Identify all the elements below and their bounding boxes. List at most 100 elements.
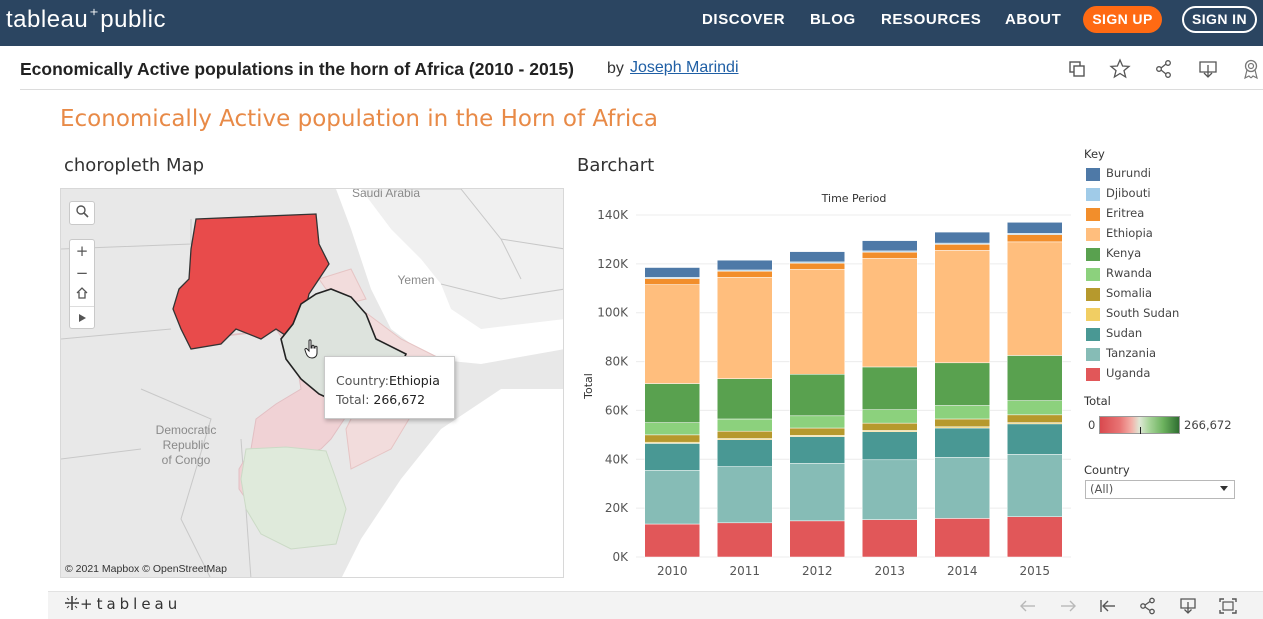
map-search-control[interactable] [69,201,95,225]
bar-segment-ethiopia-2014[interactable] [934,250,990,364]
stacked-bar-chart[interactable]: 0K 20K 40K 60K 80K 100K 120K 140K Time Period Tot… [566,185,1081,585]
bar-segment-ethiopia-2012[interactable] [789,268,845,375]
nav-blog[interactable]: BLOG [810,11,856,28]
bar-segment-eritrea-2015[interactable] [1007,234,1063,243]
bar-segment-somalia-2011[interactable] [717,430,773,439]
bar-segment-rwanda-2013[interactable] [862,409,918,424]
legend-swatch [1086,328,1100,341]
search-icon[interactable] [70,202,94,224]
bar-segment-somalia-2014[interactable] [934,418,990,428]
bar-segment-somalia-2013[interactable] [862,422,918,431]
bar-segment-burundi-2012[interactable] [789,251,845,263]
bar-segment-burundi-2013[interactable] [862,240,918,252]
award-icon[interactable] [1240,58,1262,80]
revert-icon[interactable] [1098,596,1118,616]
bar-segment-kenya-2010[interactable] [644,383,700,423]
bar-segment-sudan-2012[interactable] [789,436,845,464]
bar-segment-rwanda-2012[interactable] [789,415,845,429]
undo-arrow-icon[interactable] [1018,596,1038,616]
redo-arrow-icon[interactable] [1058,596,1078,616]
bar-segment-tanzania-2013[interactable] [862,459,918,520]
legend-label: Sudan [1106,326,1143,340]
y-axis-label: Total [582,373,595,400]
play-icon[interactable] [70,306,94,328]
fullscreen-icon[interactable] [1218,596,1238,616]
bar-segment-sudan-2010[interactable] [644,443,700,471]
favorite-star-icon[interactable] [1109,58,1131,80]
bar-segment-somalia-2012[interactable] [789,427,845,436]
share-icon[interactable] [1153,58,1175,80]
bar-segment-tanzania-2015[interactable] [1007,454,1063,517]
bar-segment-tanzania-2011[interactable] [717,466,773,524]
sign-up-button[interactable]: SIGN UP [1083,6,1162,33]
tableau-public-logo[interactable]: tableau⁺public [6,5,166,34]
x-tick-label: 2015 [1019,564,1050,578]
bar-segment-ethiopia-2013[interactable] [862,257,918,368]
bar-segment-burundi-2010[interactable] [644,267,700,278]
drc-label: Democratic Republic of Congo [155,423,217,467]
bar-segment-ethiopia-2015[interactable] [1007,241,1063,356]
bar-segment-ethiopia-2010[interactable] [644,284,700,384]
bar-segment-sudan-2011[interactable] [717,439,773,467]
bar-segment-sudan-2014[interactable] [934,427,990,458]
bar-segment-uganda-2011[interactable] [717,522,773,558]
bar-segment-sudan-2015[interactable] [1007,423,1063,455]
bar-segment-uganda-2015[interactable] [1007,516,1063,558]
nav-about[interactable]: ABOUT [1005,11,1062,28]
bar-segment-burundi-2011[interactable] [717,259,773,271]
bar-segment-eritrea-2011[interactable] [717,270,773,278]
bar-segment-kenya-2013[interactable] [862,366,918,410]
bar-segment-somalia-2010[interactable] [644,434,700,443]
bar-segment-kenya-2011[interactable] [717,378,773,420]
legend-title: Key [1084,147,1105,161]
y-tick-label: 100K [597,306,629,320]
zoom-out-icon[interactable]: − [75,264,89,282]
country-filter-dropdown[interactable]: (All) [1085,480,1235,499]
map-zoom-controls: + − [69,239,95,329]
sign-in-button[interactable]: SIGN IN [1182,6,1257,33]
bar-segment-rwanda-2010[interactable] [644,422,700,436]
share-icon[interactable] [1138,596,1158,616]
bar-segment-rwanda-2011[interactable] [717,418,773,432]
bar-segment-somalia-2015[interactable] [1007,414,1063,423]
bar-segment-uganda-2014[interactable] [934,518,990,558]
bar-segment-tanzania-2014[interactable] [934,457,990,519]
bar-segment-kenya-2015[interactable] [1007,355,1063,401]
map-canvas [61,189,563,577]
hand-cursor-icon [304,339,318,359]
bar-segment-eritrea-2010[interactable] [644,278,700,285]
bar-segment-uganda-2012[interactable] [789,520,845,558]
zoom-in-icon[interactable]: + [75,242,89,260]
bar-segment-rwanda-2014[interactable] [934,405,990,420]
download-icon[interactable] [1197,58,1219,80]
y-tick-label: 60K [605,403,629,417]
copy-icon[interactable] [1066,58,1088,80]
home-icon[interactable] [70,284,94,306]
legend-label: Tanzania [1106,346,1157,360]
download-icon[interactable] [1178,596,1198,616]
nav-resources[interactable]: RESOURCES [881,11,982,28]
total-legend-title: Total [1084,394,1111,408]
bar-segment-kenya-2012[interactable] [789,374,845,417]
bar-segment-tanzania-2010[interactable] [644,470,700,525]
bar-segment-sudan-2013[interactable] [862,431,918,461]
legend-swatch [1086,228,1100,241]
bar-segment-burundi-2015[interactable] [1007,222,1063,234]
legend-label: Rwanda [1106,266,1153,280]
bar-segment-uganda-2010[interactable] [644,523,700,558]
author-link[interactable]: Joseph Marindi [630,59,739,76]
bar-segment-eritrea-2012[interactable] [789,262,845,270]
legend-swatch [1086,368,1100,381]
bar-segment-uganda-2013[interactable] [862,519,918,558]
bar-segment-ethiopia-2011[interactable] [717,277,773,379]
nav-discover[interactable]: DISCOVER [702,11,786,28]
bar-segment-eritrea-2014[interactable] [934,244,990,251]
choropleth-map[interactable]: Saudi Arabia Yemen Democratic Republic o… [60,188,564,578]
legend-swatch [1086,308,1100,321]
bar-segment-kenya-2014[interactable] [934,362,990,406]
bar-segment-eritrea-2013[interactable] [862,251,918,259]
tableau-logo[interactable]: +tableau [64,595,181,613]
bar-segment-burundi-2014[interactable] [934,231,990,244]
bar-segment-rwanda-2015[interactable] [1007,400,1063,416]
bar-segment-tanzania-2012[interactable] [789,463,845,522]
